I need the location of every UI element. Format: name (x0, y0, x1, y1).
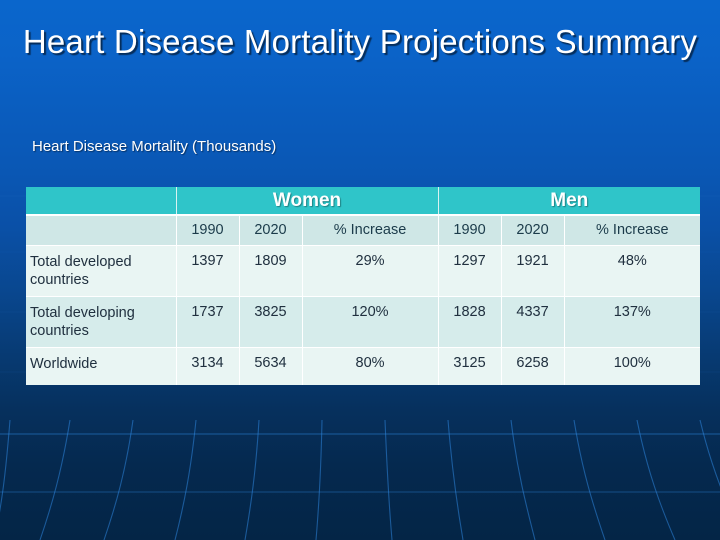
table-subheader-row: 1990 2020 % Increase 1990 2020 % Increas… (26, 214, 701, 245)
cell-worldwide-men-pct: 100% (564, 346, 701, 385)
table-subheader-men-2020: 2020 (501, 214, 565, 245)
table-subheader-men-1990: 1990 (438, 214, 502, 245)
table-group-header-women: Women (176, 187, 439, 215)
cell-developed-women-pct: 29% (302, 244, 439, 296)
table-row: Total developing countries 1737 3825 120… (26, 295, 701, 347)
table-subheader-women-2020: 2020 (239, 214, 303, 245)
table-corner-cell (26, 187, 177, 215)
cell-worldwide-women-1990: 3134 (176, 346, 240, 385)
cell-worldwide-men-2020: 6258 (501, 346, 565, 385)
cell-developed-men-1990: 1297 (438, 244, 502, 296)
cell-developing-men-pct: 137% (564, 295, 701, 347)
cell-developing-men-2020: 4337 (501, 295, 565, 347)
cell-worldwide-women-pct: 80% (302, 346, 439, 385)
cell-developed-men-pct: 48% (564, 244, 701, 296)
cell-developing-men-1990: 1828 (438, 295, 502, 347)
table-group-header-row: Women Men (26, 187, 701, 215)
cell-developed-women-1990: 1397 (176, 244, 240, 296)
table-subheader-women-pct: % Increase (302, 214, 439, 245)
row-label-developed: Total developed countries (26, 244, 177, 296)
table-group-header-men: Men (438, 187, 701, 215)
mortality-table: Women Men 1990 2020 % Increase 1990 2020… (26, 187, 701, 385)
cell-developed-women-2020: 1809 (239, 244, 303, 296)
cell-developing-women-2020: 3825 (239, 295, 303, 347)
cell-developing-women-1990: 1737 (176, 295, 240, 347)
cell-developing-women-pct: 120% (302, 295, 439, 347)
table-row: Total developed countries 1397 1809 29% … (26, 244, 701, 296)
mortality-table-container: Women Men 1990 2020 % Increase 1990 2020… (26, 187, 701, 425)
table-subheader-corner (26, 214, 177, 245)
slide-title: Heart Disease Mortality Projections Summ… (22, 23, 698, 60)
slide-subtitle: Heart Disease Mortality (Thousands) (32, 138, 277, 155)
row-label-developing: Total developing countries (26, 295, 177, 347)
table-row: Worldwide 3134 5634 80% 3125 6258 100% (26, 346, 701, 385)
row-label-worldwide: Worldwide (26, 346, 177, 385)
cell-developed-men-2020: 1921 (501, 244, 565, 296)
cell-worldwide-women-2020: 5634 (239, 346, 303, 385)
table-subheader-men-pct: % Increase (564, 214, 701, 245)
cell-worldwide-men-1990: 3125 (438, 346, 502, 385)
table-subheader-women-1990: 1990 (176, 214, 240, 245)
